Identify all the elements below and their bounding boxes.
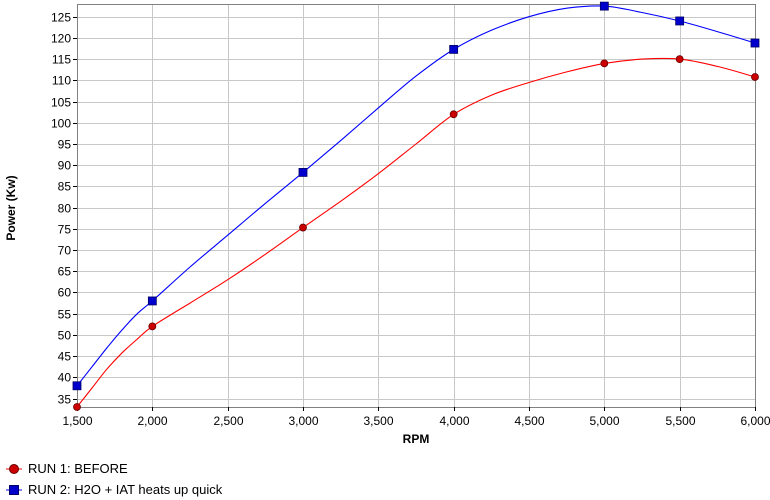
- y-tick-label: 40: [58, 371, 72, 385]
- series-line-1: [76, 57, 756, 408]
- series-curves: [76, 5, 756, 408]
- legend-label-run2: RUN 2: H2O + IAT heats up quick: [28, 482, 223, 497]
- legend: RUN 1: BEFORE RUN 2: H2O + IAT heats up …: [6, 458, 222, 500]
- x-tick-label: 6,000: [740, 414, 770, 428]
- y-tick-label: 75: [58, 223, 72, 237]
- data-point-run2: [298, 168, 308, 177]
- x-tick-label: 2,500: [213, 414, 243, 428]
- data-point-run2: [449, 44, 459, 54]
- y-tick-label: 95: [58, 138, 72, 152]
- y-tick-label: 70: [58, 244, 72, 258]
- data-point-run1: [299, 223, 307, 232]
- data-point-run1: [73, 403, 81, 411]
- x-tick-label: 3,000: [288, 414, 318, 428]
- y-tick-label: 55: [58, 308, 72, 322]
- x-axis-title: RPM: [403, 432, 430, 446]
- y-tick-label: 120: [51, 32, 71, 46]
- y-axis-title: Power (Kw): [4, 175, 18, 240]
- y-tick-label: 85: [58, 180, 72, 194]
- grid-lines: [77, 4, 756, 407]
- legend-item-run1: RUN 1: BEFORE: [6, 458, 222, 479]
- data-point-run2: [147, 296, 157, 306]
- x-tick-label: 1,500: [62, 414, 92, 428]
- x-tick-label: 2,000: [137, 414, 167, 428]
- x-tick-label: 5,500: [665, 414, 695, 428]
- legend-marker-circle-icon: [6, 462, 22, 476]
- y-tick-label: 35: [58, 393, 72, 407]
- y-tick-label: 110: [52, 74, 71, 88]
- data-point-run2: [72, 381, 82, 391]
- y-tick-label: 80: [58, 202, 72, 216]
- x-tick-label: 5,000: [589, 414, 619, 428]
- legend-marker-square-icon: [6, 483, 22, 497]
- y-tick-label: 105: [51, 96, 71, 110]
- data-point-run2: [750, 38, 760, 48]
- data-point-run1: [751, 73, 759, 81]
- y-tick-label: 115: [52, 53, 71, 67]
- x-tick-label: 3,500: [363, 414, 393, 428]
- y-tick-label: 90: [58, 159, 72, 173]
- series-line-2: [76, 5, 756, 387]
- y-tick-label: 50: [58, 329, 72, 343]
- y-axis-ticks: 35 40 45 50 55 60 65 70 75 80 85 90 95 100 105 110 115 12…: [51, 11, 77, 407]
- data-point-run1: [600, 59, 609, 68]
- plot-frame: [77, 4, 756, 408]
- data-point-run2: [675, 16, 685, 26]
- data-point-run1: [675, 55, 684, 64]
- x-tick-label: 4,500: [514, 414, 544, 428]
- legend-label-run1: RUN 1: BEFORE: [28, 461, 128, 476]
- x-tick-label: 4,000: [439, 414, 469, 428]
- plot-border: [77, 4, 756, 408]
- data-point-run1: [148, 322, 157, 331]
- power-chart: 35 40 45 50 55 60 65 70 75 80 85 90 95 100 105 110 115 12…: [0, 0, 770, 455]
- x-axis-ticks: 1,500 2,000 2,500 3,000 3,500 4,000 4,500 5,000…: [62, 407, 770, 428]
- data-point-run1: [449, 110, 458, 119]
- y-tick-label: 45: [58, 350, 72, 364]
- y-tick-label: 100: [51, 117, 71, 131]
- data-point-run2: [599, 1, 609, 11]
- y-tick-label: 125: [51, 11, 71, 25]
- series-markers: [72, 1, 760, 411]
- y-tick-label: 60: [58, 286, 72, 300]
- plot-background: [0, 0, 770, 455]
- legend-item-run2: RUN 2: H2O + IAT heats up quick: [6, 479, 222, 500]
- y-tick-label: 65: [58, 265, 72, 279]
